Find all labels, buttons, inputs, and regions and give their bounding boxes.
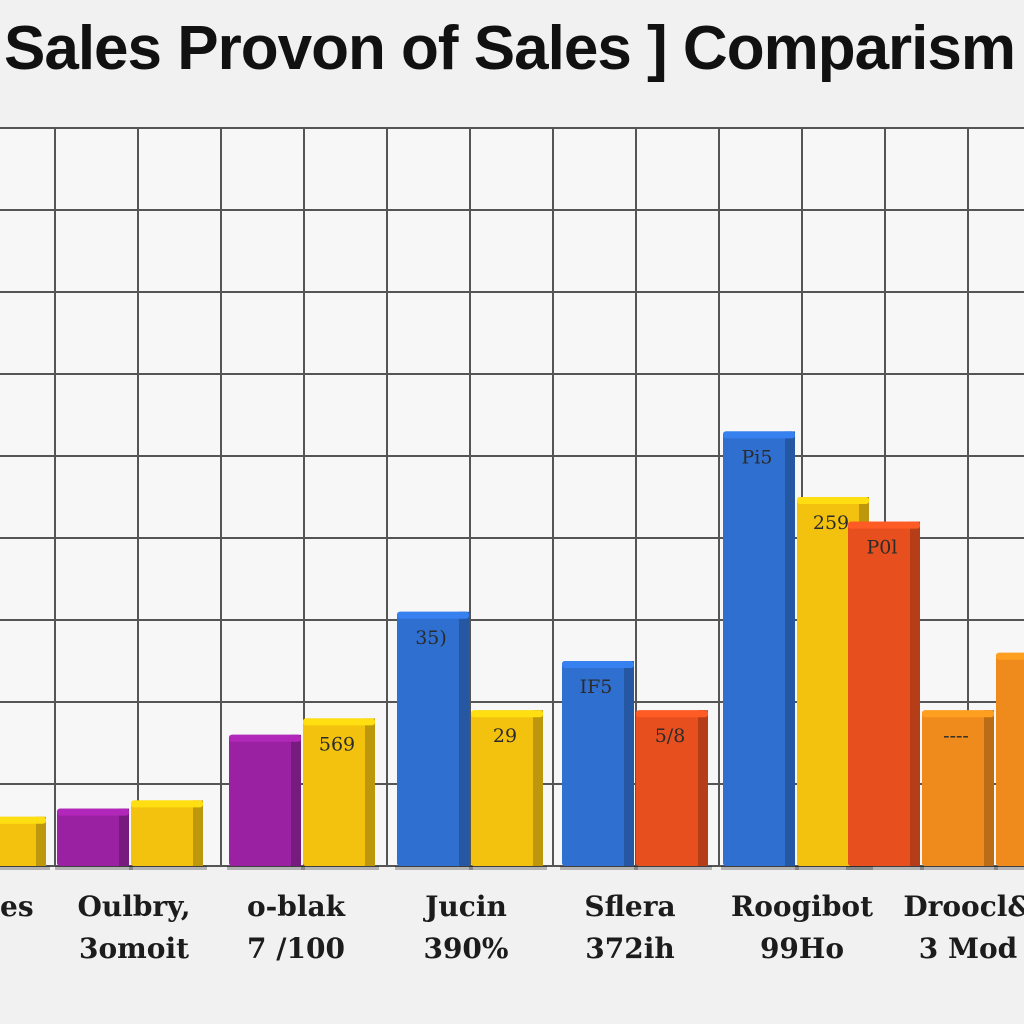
bar-side-shading: [624, 661, 634, 866]
bar-shadow: [634, 866, 712, 870]
bar-shadow: [795, 866, 873, 870]
bar-body: [636, 710, 708, 866]
bar-top: [996, 652, 1024, 660]
bar-value-label: 35): [415, 627, 447, 649]
bar-body: [996, 652, 1024, 866]
category-label: Oulbry,: [77, 890, 190, 923]
bar: 35): [395, 611, 473, 870]
bar: Pi5: [721, 431, 799, 870]
category-sublabel: 372ih: [585, 932, 674, 965]
bar-value-label: 5/8: [655, 725, 686, 747]
bar-shadow: [994, 866, 1024, 870]
category-label: Roogibot: [731, 890, 873, 923]
category-sublabel: 3omoit: [79, 932, 189, 965]
bar: [994, 652, 1024, 870]
bar-side-shading: [291, 734, 301, 866]
bar-body: [922, 710, 994, 866]
bar-top: [303, 718, 375, 726]
bar-side-shading: [785, 431, 795, 866]
bar-side-shading: [698, 710, 708, 866]
bar-shadow: [0, 866, 50, 870]
bar-side-shading: [193, 800, 203, 866]
bar-side-shading: [119, 808, 129, 866]
category-sublabel: 99Ho: [760, 932, 844, 965]
bar: 569: [301, 718, 379, 870]
bar-shadow: [846, 866, 924, 870]
bar-shadow: [721, 866, 799, 870]
bar-body: [131, 800, 203, 866]
bar-shadow: [560, 866, 638, 870]
bar-value-label: 29: [493, 725, 517, 747]
bar-shadow: [920, 866, 998, 870]
bar-top: [723, 431, 795, 439]
bar: [0, 816, 50, 870]
bar: P0l: [846, 521, 924, 870]
bar-top: [848, 521, 920, 529]
category-label: Sflera: [584, 890, 675, 923]
category-labels: es Oulbry, 3omoit o-blak 7 /100 Jucin 390% Sfle…: [0, 890, 1024, 965]
bar-value-label: Pi5: [742, 446, 773, 468]
bar: 29: [469, 710, 547, 870]
bar-shadow: [301, 866, 379, 870]
bar-side-shading: [459, 611, 469, 866]
category-sublabel: 390%: [423, 932, 508, 965]
bar-side-shading: [36, 816, 46, 866]
bar-side-shading: [910, 521, 920, 866]
bar-top: [922, 710, 994, 718]
bar-body: [303, 718, 375, 866]
bar: [55, 808, 133, 870]
bar: 5/8: [634, 710, 712, 870]
bar: [227, 734, 305, 870]
category-sublabel: 7 /100: [247, 932, 345, 965]
bar-top: [0, 816, 46, 824]
bar-body: [397, 611, 469, 866]
bar-top: [229, 734, 301, 742]
bar-body: [471, 710, 543, 866]
bar-top: [636, 710, 708, 718]
bar-shadow: [129, 866, 207, 870]
bar: IF5: [560, 661, 638, 870]
bar-top: [57, 808, 129, 816]
bar-value-label: 569: [319, 733, 355, 755]
bar-top: [131, 800, 203, 808]
bar-shadow: [55, 866, 133, 870]
bar-value-label: P0l: [867, 537, 898, 559]
bar-shadow: [469, 866, 547, 870]
bar-shadow: [227, 866, 305, 870]
bar-side-shading: [533, 710, 543, 866]
bar-top: [397, 611, 469, 619]
bar-body: [0, 816, 46, 866]
bar-side-shading: [365, 718, 375, 866]
bar-value-label: ----: [943, 725, 969, 747]
category-label: Droocl&: [903, 890, 1024, 923]
bar: [129, 800, 207, 870]
bar-value-label: IF5: [580, 676, 613, 698]
bar-top: [471, 710, 543, 718]
chart-title: Sales Provon of Sales ] Comparism: [4, 14, 1016, 83]
bar-shadow: [395, 866, 473, 870]
bar-body: [848, 521, 920, 866]
bar-body: [229, 734, 301, 866]
category-label: Jucin: [422, 890, 507, 923]
bar-body: [723, 431, 795, 866]
bars-group: 569 35) 29 IF5 5/8 Pi5 259 P0l ----: [0, 431, 1024, 870]
bar-side-shading: [984, 710, 994, 866]
bar-top: [562, 661, 634, 668]
category-label: o-blak: [247, 890, 346, 923]
bar: ----: [920, 710, 998, 870]
category-label: es: [0, 890, 34, 923]
bar-body: [57, 808, 129, 866]
bar-body: [562, 661, 634, 866]
bar-value-label: 259: [813, 512, 849, 534]
category-sublabel: 3 Mod: [919, 932, 1017, 965]
bar-top: [797, 497, 869, 504]
